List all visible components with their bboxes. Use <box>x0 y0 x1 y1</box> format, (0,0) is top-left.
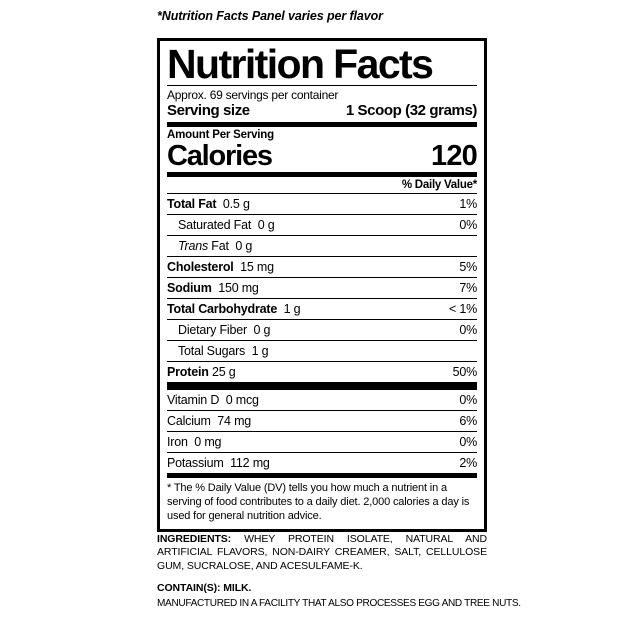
nutrient-dv: 6% <box>459 414 477 429</box>
amount-per-serving-label: Amount Per Serving <box>167 129 274 142</box>
table-row: Dietary Fiber 0 g 0% <box>167 320 477 340</box>
nutrient-name: Vitamin D 0 mcg <box>167 393 259 408</box>
table-row: Saturated Fat 0 g 0% <box>167 215 477 235</box>
table-row: Cholesterol 15 mg 5% <box>167 257 477 277</box>
nutrient-name: Cholesterol 15 mg <box>167 260 274 275</box>
nutrient-dv: 1% <box>459 197 477 212</box>
panel-title: Nutrition Facts <box>167 41 434 87</box>
manufactured-statement: MANUFACTURED IN A FACILITY THAT ALSO PRO… <box>157 596 521 609</box>
nutrient-dv: 5% <box>459 260 477 275</box>
daily-value-footnote: * The % Daily Value (DV) tells you how m… <box>167 482 470 523</box>
calories-value: 120 <box>431 140 478 173</box>
row-divider <box>167 319 477 321</box>
divider-calories <box>167 172 477 178</box>
ingredients-paragraph: INGREDIENTS: WHEY PROTEIN ISOLATE, NATUR… <box>157 533 487 573</box>
nutrient-dv: 7% <box>459 281 477 296</box>
nutrition-facts-panel: Nutrition Facts Approx. 69 servings per … <box>157 38 487 533</box>
nutrient-dv: 0% <box>459 435 477 450</box>
divider-title <box>167 85 477 87</box>
row-divider <box>167 235 477 237</box>
table-row: Sodium 150 mg 7% <box>167 278 477 298</box>
serving-size-label: Serving size <box>167 102 250 120</box>
calories-row: Calories 120 <box>167 140 478 173</box>
row-divider <box>167 298 477 300</box>
nutrient-dv: 0% <box>459 218 477 233</box>
serving-size-row: Serving size 1 Scoop (32 grams) <box>167 102 477 122</box>
flavor-note: *Nutrition Facts Panel varies per flavor <box>157 9 383 23</box>
row-divider <box>167 410 477 412</box>
divider-serving <box>167 122 477 128</box>
nutrient-name: Total Fat 0.5 g <box>167 197 250 212</box>
row-divider <box>167 214 477 216</box>
nutrient-name: Iron 0 mg <box>167 435 222 450</box>
nutrient-name: Trans Fat 0 g <box>178 239 253 254</box>
table-row: Total Fat 0.5 g 1% <box>167 194 477 214</box>
nutrient-dv: < 1% <box>448 302 477 317</box>
nutrient-name: Sodium 150 mg <box>167 281 259 296</box>
table-row: Potassium 112 mg 2% <box>167 453 477 473</box>
divider-vitamins <box>167 382 477 391</box>
table-row: Vitamin D 0 mcg 0% <box>167 390 477 410</box>
nutrient-name: Total Sugars 1 g <box>178 344 269 359</box>
row-divider <box>167 256 477 258</box>
nutrient-dv: 50% <box>452 365 478 380</box>
divider-footnote <box>167 473 477 479</box>
nutrient-name: Total Carbohydrate 1 g <box>167 302 301 317</box>
table-row: Protein 25 g 50% <box>167 362 477 382</box>
table-row: Iron 0 mg 0% <box>167 432 477 452</box>
calories-label: Calories <box>167 140 273 173</box>
ingredients-block: INGREDIENTS: WHEY PROTEIN ISOLATE, NATUR… <box>157 533 521 610</box>
nutrient-dv: 0% <box>459 393 477 408</box>
row-divider <box>167 277 477 279</box>
nutrient-dv: 2% <box>459 456 477 471</box>
table-row: Trans Fat 0 g <box>167 236 477 256</box>
ingredients-text: WHEY PROTEIN ISOLATE, NATURAL AND ARTIFI… <box>157 533 488 572</box>
table-row: Calcium 74 mg 6% <box>167 411 477 431</box>
nutrient-name: Potassium 112 mg <box>167 456 270 471</box>
nutrient-name: Dietary Fiber 0 g <box>178 323 271 338</box>
contains-statement: CONTAIN(S): MILK. <box>157 582 252 595</box>
divider-dv-head <box>167 193 477 195</box>
table-row: Total Sugars 1 g <box>167 341 477 361</box>
nutrient-name: Calcium 74 mg <box>167 414 252 429</box>
table-row: Total Carbohydrate 1 g < 1% <box>167 299 477 319</box>
servings-per-container: Approx. 69 servings per container <box>167 88 339 103</box>
nutrient-name: Saturated Fat 0 g <box>178 218 275 233</box>
nutrient-dv: 0% <box>459 323 477 338</box>
row-divider <box>167 452 477 454</box>
row-divider <box>167 361 477 363</box>
ingredients-label: INGREDIENTS: <box>157 533 232 545</box>
nutrient-name: Protein 25 g <box>167 365 236 380</box>
daily-value-header: % Daily Value* <box>401 179 477 192</box>
row-divider <box>167 340 477 342</box>
row-divider <box>167 431 477 433</box>
serving-size-value: 1 Scoop (32 grams) <box>345 102 478 120</box>
